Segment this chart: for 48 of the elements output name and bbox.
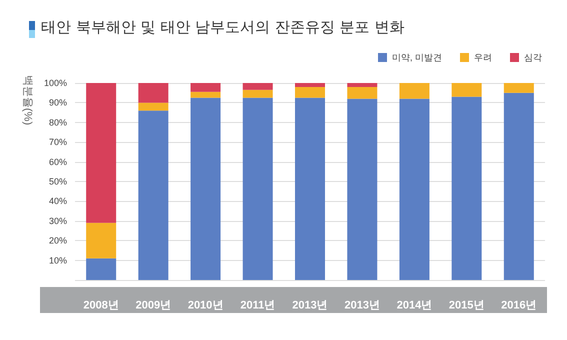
y-tick-label: 10%: [48, 255, 67, 266]
y-tick-label: 60%: [48, 156, 67, 167]
y-tick-label: 70%: [48, 137, 67, 148]
bar: [504, 83, 534, 93]
bar: [242, 83, 273, 90]
bar: [138, 102, 168, 111]
bar: [295, 86, 325, 98]
bar: [452, 83, 482, 97]
x-tick-label: 2010년: [188, 300, 224, 312]
bar: [242, 90, 273, 98]
y-axis-title: 백분율(%): [22, 75, 34, 126]
bar: [86, 83, 116, 223]
bar: [347, 86, 378, 99]
legend-label: 미약, 미발견: [392, 52, 442, 62]
x-tick-label: 2013년: [292, 300, 328, 312]
bar: [399, 83, 430, 99]
legend-label: 우려: [474, 52, 492, 62]
x-tick-label: 2014년: [396, 300, 432, 312]
y-tick-label: 30%: [48, 216, 67, 226]
bar: [504, 92, 534, 280]
bar: [138, 83, 168, 103]
bar: [242, 98, 273, 280]
chart-title: 태안 북부해안 및 태안 남부도서의 잔존유징 분포 변화: [41, 18, 404, 37]
bar: [138, 110, 168, 280]
bar: [347, 98, 378, 280]
bar: [190, 98, 221, 280]
y-tick-label: 100%: [44, 78, 67, 88]
legend-label: 심각: [524, 52, 542, 62]
bar: [452, 96, 482, 280]
x-tick-label: 2008년: [83, 300, 119, 312]
bar: [399, 98, 430, 280]
bar: [190, 92, 221, 98]
y-tick-label: 40%: [48, 196, 67, 206]
y-tick-label: 90%: [48, 98, 67, 108]
bar: [295, 98, 325, 280]
y-tick-label: 50%: [48, 176, 67, 186]
y-tick-label: 20%: [48, 236, 67, 246]
bar: [86, 258, 116, 280]
bar: [190, 83, 221, 92]
x-tick-label: 2011년: [240, 300, 276, 312]
x-tick-label: 2009년: [136, 300, 172, 312]
x-tick-label: 2015년: [448, 300, 484, 312]
bar: [295, 83, 325, 87]
y-tick-label: 80%: [48, 117, 67, 128]
x-tick-label: 2016년: [501, 300, 537, 312]
bar: [86, 222, 116, 258]
bar: [347, 83, 378, 87]
x-tick-label: 2013년: [344, 300, 380, 312]
